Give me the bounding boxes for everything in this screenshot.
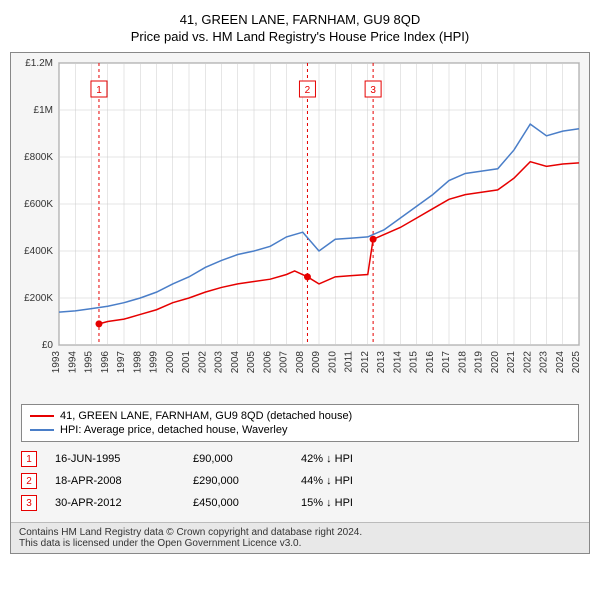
svg-text:2005: 2005 [246,351,257,374]
svg-text:£1.2M: £1.2M [25,58,53,69]
svg-text:2003: 2003 [214,351,225,374]
svg-text:2025: 2025 [571,351,582,374]
sale-marker: 2 [21,473,37,489]
legend-swatch [30,429,54,431]
sale-price: £450,000 [193,497,283,509]
svg-text:1999: 1999 [149,351,160,374]
svg-text:£800K: £800K [24,152,53,163]
svg-text:1995: 1995 [84,351,95,374]
svg-text:2020: 2020 [490,351,501,374]
svg-text:2023: 2023 [539,351,550,374]
sale-diff: 15% ↓ HPI [301,497,353,509]
svg-text:2022: 2022 [522,351,533,374]
svg-text:2017: 2017 [441,351,452,374]
svg-text:2024: 2024 [555,351,566,374]
svg-text:2012: 2012 [360,351,371,374]
svg-text:2002: 2002 [197,351,208,374]
svg-text:2021: 2021 [506,351,517,374]
sale-row: 2 18-APR-2008 £290,000 44% ↓ HPI [21,470,579,492]
svg-text:2000: 2000 [165,351,176,374]
title-line-1: 41, GREEN LANE, FARNHAM, GU9 8QD [10,12,590,27]
svg-text:£200K: £200K [24,293,53,304]
sales-table: 1 16-JUN-1995 £90,000 42% ↓ HPI 2 18-APR-2008… [21,448,579,514]
sale-date: 16-JUN-1995 [55,453,175,465]
legend-swatch [30,415,54,417]
svg-text:£400K: £400K [24,246,53,257]
legend-label: HPI: Average price, detached house, Wave… [60,424,287,436]
svg-text:£600K: £600K [24,199,53,210]
legend: 41, GREEN LANE, FARNHAM, GU9 8QD (detach… [21,404,579,442]
svg-text:2009: 2009 [311,351,322,374]
sale-marker: 3 [21,495,37,511]
svg-text:2004: 2004 [230,351,241,374]
svg-text:1996: 1996 [100,351,111,374]
svg-text:3: 3 [370,85,376,96]
svg-text:2006: 2006 [262,351,273,374]
sale-row: 3 30-APR-2012 £450,000 15% ↓ HPI [21,492,579,514]
svg-text:2016: 2016 [425,351,436,374]
svg-text:1997: 1997 [116,351,127,374]
footer-attribution: Contains HM Land Registry data © Crown c… [11,522,589,553]
svg-text:2014: 2014 [392,351,403,374]
price-chart: £0 £200K £400K £600K £800K £1M £1.2M 1993 1994 19… [11,53,589,393]
legend-label: 41, GREEN LANE, FARNHAM, GU9 8QD (detach… [60,410,352,422]
svg-text:1998: 1998 [132,351,143,374]
svg-text:2019: 2019 [474,351,485,374]
sale-diff: 42% ↓ HPI [301,453,353,465]
chart-container: £0 £200K £400K £600K £800K £1M £1.2M 1993 1994 19… [10,52,590,554]
svg-text:2007: 2007 [279,351,290,374]
svg-text:£0: £0 [42,340,54,351]
sale-price: £290,000 [193,475,283,487]
sale-date: 18-APR-2008 [55,475,175,487]
sale-price: £90,000 [193,453,283,465]
svg-text:2010: 2010 [327,351,338,374]
svg-text:2018: 2018 [457,351,468,374]
svg-text:2011: 2011 [344,351,355,373]
sale-row: 1 16-JUN-1995 £90,000 42% ↓ HPI [21,448,579,470]
sale-date: 30-APR-2012 [55,497,175,509]
footer-line-1: Contains HM Land Registry data © Crown c… [19,527,581,538]
svg-text:2013: 2013 [376,351,387,374]
legend-item: 41, GREEN LANE, FARNHAM, GU9 8QD (detach… [30,409,570,423]
legend-item: HPI: Average price, detached house, Wave… [30,423,570,437]
svg-text:2: 2 [305,85,311,96]
sale-marker: 1 [21,451,37,467]
svg-text:£1M: £1M [34,105,53,116]
svg-text:1994: 1994 [67,351,78,374]
sale-diff: 44% ↓ HPI [301,475,353,487]
footer-line-2: This data is licensed under the Open Gov… [19,538,581,549]
title-line-2: Price paid vs. HM Land Registry's House … [10,29,590,44]
svg-text:1: 1 [96,85,102,96]
svg-text:1993: 1993 [51,351,62,374]
svg-text:2015: 2015 [409,351,420,374]
svg-text:2008: 2008 [295,351,306,374]
svg-text:2001: 2001 [181,351,192,374]
